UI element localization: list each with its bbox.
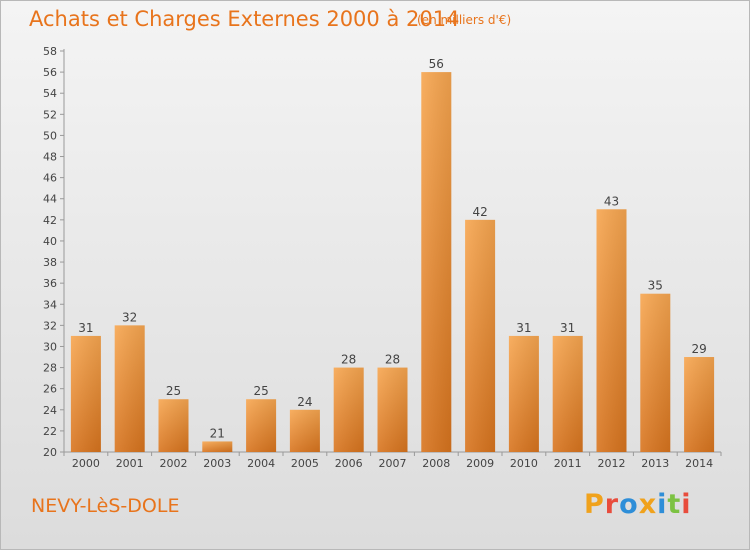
data-label: 25 (253, 384, 268, 398)
data-label: 28 (341, 353, 356, 367)
chart-bars (70, 72, 715, 453)
y-tick-label: 46 (43, 172, 57, 185)
chart-subtitle: (en milliers d'€) (417, 13, 512, 27)
bar-shade (202, 441, 233, 452)
y-tick-label: 36 (43, 277, 57, 290)
logo-letter: i (681, 489, 692, 520)
data-label: 35 (648, 279, 663, 293)
data-label: 29 (691, 342, 706, 356)
y-tick-label: 48 (43, 151, 57, 164)
x-tick-label: 2002 (160, 457, 188, 470)
data-label: 42 (472, 205, 487, 219)
x-tick-label: 2008 (422, 457, 450, 470)
bar-shade (377, 367, 408, 452)
x-tick-label: 2007 (379, 457, 407, 470)
bar-shade (684, 357, 715, 452)
y-tick-label: 30 (43, 340, 57, 353)
logo-letter: t (667, 489, 682, 520)
data-label: 21 (210, 426, 225, 440)
x-tick-label: 2014 (685, 457, 713, 470)
bar-shade (333, 367, 364, 452)
x-tick-label: 2009 (466, 457, 494, 470)
y-tick-label: 20 (43, 446, 57, 459)
x-tick-label: 2012 (598, 457, 626, 470)
data-label: 43 (604, 194, 619, 208)
x-tick-label: 2001 (116, 457, 144, 470)
y-tick-label: 38 (43, 256, 57, 269)
bar-shade (640, 293, 671, 452)
chart-data-labels: 31 32 25 21 25 24 28 28 56 42 31 31 43 35 29 (78, 57, 706, 440)
y-tick-label: 42 (43, 214, 57, 227)
y-tick-label: 44 (43, 193, 57, 206)
bar-shade (114, 325, 145, 452)
data-label: 28 (385, 353, 400, 367)
x-tick-label: 2011 (554, 457, 582, 470)
x-tick-label: 2003 (203, 457, 231, 470)
y-tick-label: 34 (43, 298, 57, 311)
data-label: 31 (560, 321, 575, 335)
proxiti-logo: Proxiti (584, 489, 692, 520)
bar-shade (70, 335, 101, 452)
bar-shade (246, 399, 277, 452)
y-tick-label: 58 (43, 45, 57, 58)
data-label: 56 (429, 57, 444, 71)
y-tick-label: 24 (43, 404, 57, 417)
bar-shade (508, 335, 539, 452)
data-label: 32 (122, 310, 137, 324)
logo-letter: P (584, 489, 605, 520)
y-tick-label: 26 (43, 383, 57, 396)
y-tick-label: 40 (43, 235, 57, 248)
x-tick-label: 2010 (510, 457, 538, 470)
y-tick-label: 22 (43, 425, 57, 438)
chart-title: Achats et Charges Externes 2000 à 2014 (29, 7, 460, 31)
data-label: 31 (516, 321, 531, 335)
y-tick-label: 28 (43, 362, 57, 375)
y-tick-label: 32 (43, 319, 57, 332)
y-tick-label: 52 (43, 108, 57, 121)
x-tick-label: 2005 (291, 457, 319, 470)
x-tick-label: 2004 (247, 457, 275, 470)
y-tick-label: 56 (43, 66, 57, 79)
bar-shade (552, 335, 583, 452)
chart-axes: 20 22 24 26 28 30 32 34 36 38 40 42 44 46 48 50 52 54 56 58… (43, 45, 722, 470)
bar-shade (596, 209, 627, 452)
data-label: 24 (297, 395, 312, 409)
logo-letter: o (619, 489, 639, 520)
x-tick-label: 2000 (72, 457, 100, 470)
logo-letter: x (638, 489, 658, 520)
bar-shade (158, 399, 189, 452)
bar-shade (289, 409, 320, 452)
y-tick-label: 54 (43, 87, 57, 100)
x-tick-label: 2013 (641, 457, 669, 470)
bar-shade (465, 219, 496, 452)
x-tick-label: 2006 (335, 457, 363, 470)
bar-shade (421, 72, 452, 453)
logo-letter: i (657, 489, 668, 520)
y-tick-label: 50 (43, 129, 57, 142)
logo-letter: r (604, 489, 620, 520)
data-label: 31 (78, 321, 93, 335)
data-label: 25 (166, 384, 181, 398)
commune-name: NEVY-LèS-DOLE (31, 495, 180, 517)
